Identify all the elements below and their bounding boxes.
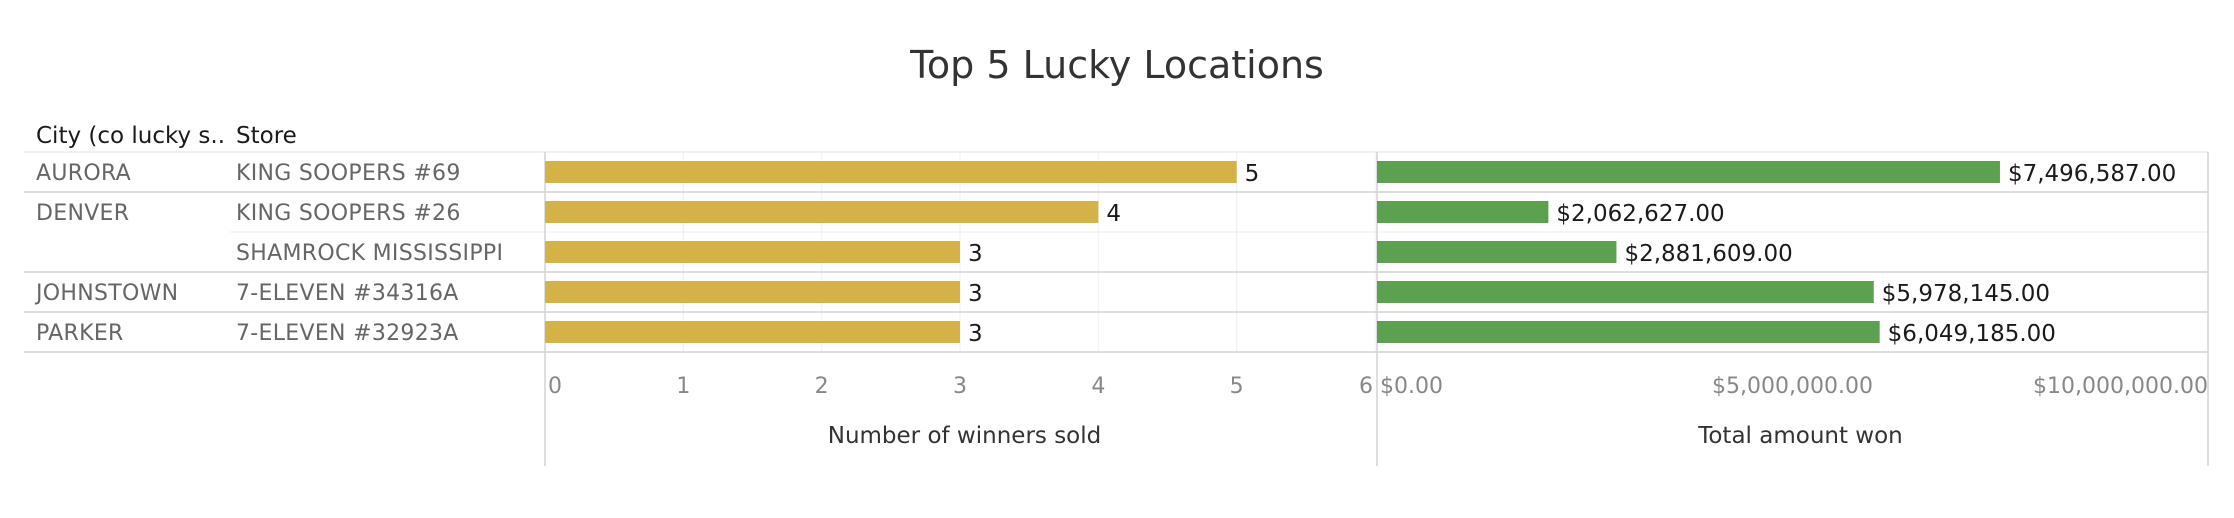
bar-amount[interactable]	[1377, 201, 1549, 223]
bar-winners[interactable]	[545, 201, 1099, 223]
tick-label-winners: 4	[1091, 374, 1105, 399]
tick-label-winners: 5	[1230, 374, 1244, 399]
data-label-amount: $5,978,145.00	[1882, 281, 2050, 307]
row-store: 7-ELEVEN #34316A	[236, 281, 459, 306]
column-header-city[interactable]: City (co lucky s..	[36, 123, 225, 149]
data-label-amount: $2,062,627.00	[1556, 201, 1724, 227]
bar-amount[interactable]	[1377, 321, 1880, 343]
table-row[interactable]: JOHNSTOWN 7-ELEVEN #34316A	[34, 281, 459, 306]
data-label-winners: 4	[1106, 201, 1121, 227]
table-row[interactable]: PARKER 7-ELEVEN #32923A	[36, 321, 459, 346]
bar-winners[interactable]	[545, 321, 960, 343]
bar-winners[interactable]	[545, 161, 1237, 183]
bar-amount[interactable]	[1377, 281, 1874, 303]
tick-label-winners: 0	[548, 374, 562, 399]
row-store: SHAMROCK MISSISSIPPI	[236, 241, 503, 266]
bar-amount[interactable]	[1377, 241, 1617, 263]
data-label-winners: 3	[968, 321, 983, 347]
column-header-store[interactable]: Store	[236, 123, 297, 149]
tick-label-amount: $5,000,000.00	[1712, 374, 1873, 399]
bar-marks: 5 4 3 3 3 $7,496,587.00 $2,062,627.00 $2,881,60…	[545, 161, 2176, 347]
row-store: 7-ELEVEN #32923A	[236, 321, 459, 346]
row-city: JOHNSTOWN	[34, 281, 178, 306]
tick-label-winners: 1	[676, 374, 690, 399]
row-city: DENVER	[36, 201, 129, 226]
axes: 0 1 2 3 4 5 6 Number of winners sold $0.00 $5,000…	[548, 374, 2208, 449]
data-label-winners: 3	[968, 241, 983, 267]
row-store: KING SOOPERS #69	[236, 161, 461, 186]
data-label-winners: 5	[1245, 161, 1260, 187]
axis-title-winners: Number of winners sold	[828, 423, 1101, 449]
data-label-amount: $7,496,587.00	[2008, 161, 2176, 187]
bar-amount[interactable]	[1377, 161, 2000, 183]
tick-label-amount: $0.00	[1380, 374, 1443, 399]
chart-title: Top 5 Lucky Locations	[909, 43, 1324, 87]
table-row[interactable]: DENVER KING SOOPERS #26	[36, 201, 461, 226]
data-label-winners: 3	[968, 281, 983, 307]
tick-label-winners: 3	[953, 374, 967, 399]
data-label-amount: $2,881,609.00	[1624, 241, 1792, 267]
tick-label-amount: $10,000,000.00	[2033, 374, 2208, 399]
tick-label-winners: 6	[1359, 374, 1373, 399]
row-city: PARKER	[36, 321, 124, 346]
bar-winners[interactable]	[545, 241, 960, 263]
table-rows: AURORA KING SOOPERS #69 DENVER KING SOOPERS…	[34, 161, 503, 346]
bar-winners[interactable]	[545, 281, 960, 303]
table-row[interactable]: SHAMROCK MISSISSIPPI	[236, 241, 503, 266]
row-city: AURORA	[36, 161, 131, 186]
tick-label-winners: 2	[815, 374, 829, 399]
table-row[interactable]: AURORA KING SOOPERS #69	[36, 161, 461, 186]
axis-title-amount: Total amount won	[1697, 423, 1903, 449]
gridlines	[24, 151, 2209, 466]
row-store: KING SOOPERS #26	[236, 201, 461, 226]
data-label-amount: $6,049,185.00	[1888, 321, 2056, 347]
